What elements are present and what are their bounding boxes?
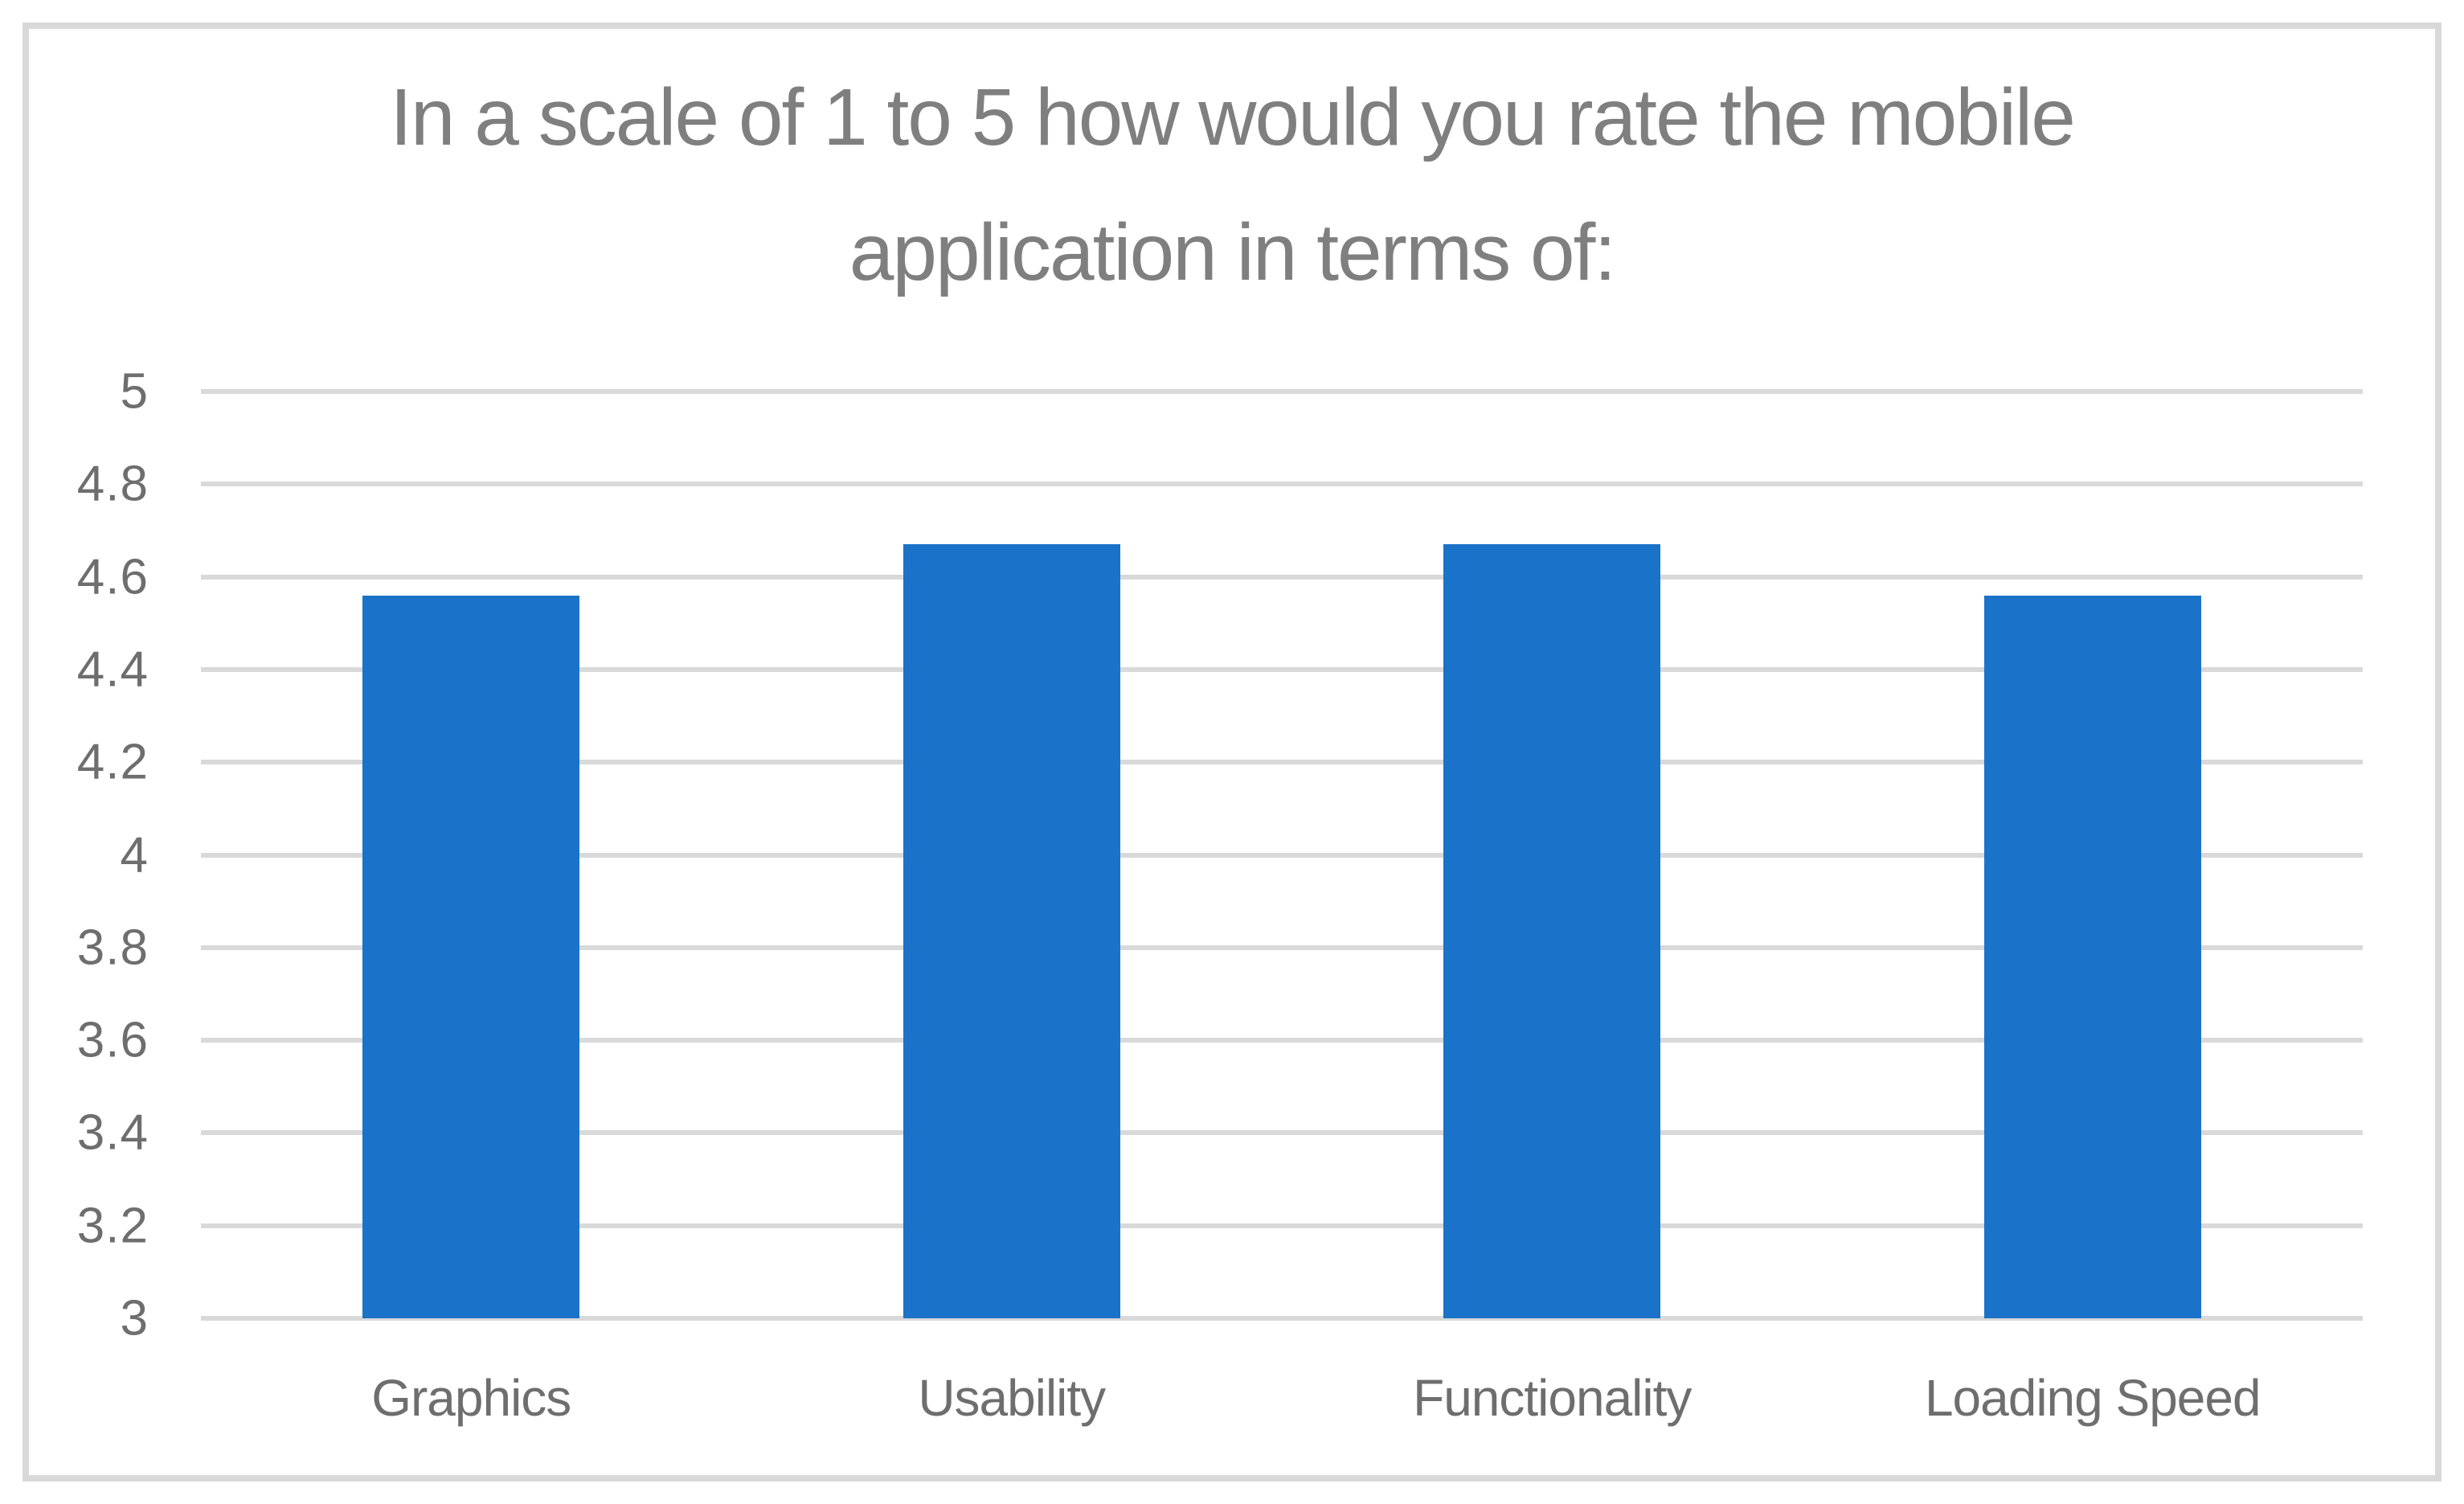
gridline — [201, 666, 2363, 672]
y-tick-label: 3 — [120, 1290, 149, 1346]
gridline — [201, 1316, 2363, 1321]
gridline — [201, 1130, 2363, 1136]
bar-slot-usability — [742, 391, 1283, 1318]
bar-slot-functionality — [1282, 391, 1823, 1318]
bar-graphics — [362, 595, 580, 1318]
y-tick-label: 3.2 — [76, 1198, 149, 1254]
y-tick-label: 3.4 — [76, 1104, 149, 1161]
bar-loading-speed — [1983, 595, 2201, 1318]
chart-title: In a scale of 1 to 5 how would you rate … — [390, 72, 2076, 297]
x-tick-label-usability: Usability — [918, 1369, 1106, 1427]
gridline — [201, 1038, 2363, 1043]
y-tick-label: 3.8 — [76, 920, 149, 976]
gridline — [201, 389, 2363, 394]
gridlines — [201, 389, 2363, 1321]
y-tick-label: 4.4 — [76, 641, 149, 698]
x-tick-label-functionality: Functionality — [1413, 1369, 1692, 1427]
gridline — [201, 852, 2363, 858]
x-axis: Graphics Usability Functionality Loading Sp… — [201, 1368, 2363, 1428]
y-tick-label: 4.2 — [76, 734, 149, 790]
gridline — [201, 760, 2363, 765]
y-tick-label: 4 — [120, 827, 149, 883]
y-tick-label: 3.6 — [76, 1012, 149, 1068]
bar-functionality — [1443, 544, 1661, 1318]
bar-slot-loading-speed — [1823, 391, 2364, 1318]
bar-series — [201, 391, 2363, 1318]
y-tick-label: 5 — [120, 363, 149, 420]
x-tick-label-graphics: Graphics — [371, 1369, 571, 1427]
x-tick-label-loading-speed: Loading Speed — [1924, 1369, 2261, 1427]
y-tick-label: 4.6 — [76, 549, 149, 605]
bar-slot-graphics — [201, 391, 742, 1318]
bar-usability — [903, 544, 1120, 1318]
gridline — [201, 574, 2363, 580]
y-tick-label: 4.8 — [76, 456, 149, 512]
plot-area — [201, 389, 2363, 1321]
gridline — [201, 945, 2363, 950]
gridline — [201, 482, 2363, 487]
y-axis: 3 3.2 3.4 3.6 3.8 4 4.2 4.4 4.6 4.8 5 — [0, 364, 149, 1346]
gridline — [201, 1223, 2363, 1228]
